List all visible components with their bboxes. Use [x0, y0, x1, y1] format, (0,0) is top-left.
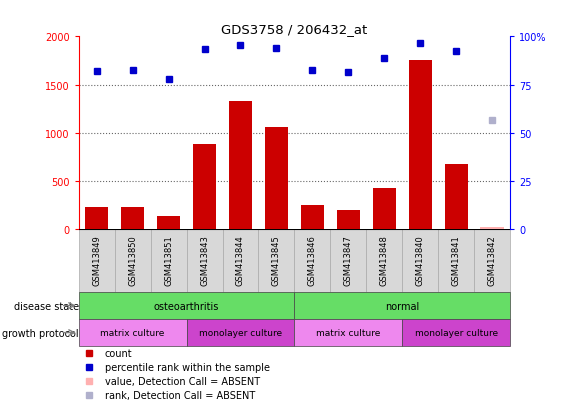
Text: normal: normal — [385, 301, 419, 311]
Bar — [187, 230, 223, 292]
Text: percentile rank within the sample: percentile rank within the sample — [104, 362, 269, 372]
Bar — [409, 61, 432, 230]
Bar — [474, 230, 510, 292]
Bar — [121, 207, 145, 230]
Text: growth protocol: growth protocol — [2, 328, 79, 338]
Text: GSM413849: GSM413849 — [92, 235, 101, 285]
Text: GSM413850: GSM413850 — [128, 235, 137, 285]
Bar — [79, 230, 115, 292]
Bar — [402, 319, 510, 346]
Bar — [373, 188, 396, 230]
Bar — [187, 319, 294, 346]
Text: GSM413842: GSM413842 — [487, 235, 497, 285]
Bar — [229, 102, 252, 230]
Text: count: count — [104, 348, 132, 358]
Bar — [294, 230, 331, 292]
Bar — [150, 230, 187, 292]
Bar — [157, 216, 180, 230]
Bar — [331, 230, 366, 292]
Text: GSM413841: GSM413841 — [452, 235, 461, 285]
Bar — [265, 128, 288, 230]
Bar — [301, 206, 324, 230]
Bar — [480, 228, 504, 230]
Text: GSM413847: GSM413847 — [344, 235, 353, 285]
Bar — [223, 230, 258, 292]
Text: GSM413844: GSM413844 — [236, 235, 245, 285]
Bar — [258, 230, 294, 292]
Bar — [336, 210, 360, 230]
Bar — [294, 319, 402, 346]
Text: GSM413846: GSM413846 — [308, 235, 317, 285]
Text: matrix culture: matrix culture — [316, 328, 381, 337]
Bar — [85, 208, 108, 230]
Text: GSM413848: GSM413848 — [380, 235, 389, 285]
Bar — [438, 230, 474, 292]
Text: monolayer culture: monolayer culture — [199, 328, 282, 337]
Text: monolayer culture: monolayer culture — [415, 328, 498, 337]
Bar — [79, 292, 294, 319]
Bar — [79, 319, 187, 346]
Text: GSM413845: GSM413845 — [272, 235, 281, 285]
Text: GSM413843: GSM413843 — [200, 235, 209, 285]
Bar — [294, 292, 510, 319]
Bar — [193, 145, 216, 230]
Bar — [115, 230, 150, 292]
Text: GSM413851: GSM413851 — [164, 235, 173, 285]
Text: osteoarthritis: osteoarthritis — [154, 301, 219, 311]
Text: value, Detection Call = ABSENT: value, Detection Call = ABSENT — [104, 376, 259, 386]
Text: disease state: disease state — [13, 301, 79, 311]
Title: GDS3758 / 206432_at: GDS3758 / 206432_at — [222, 23, 367, 36]
Bar — [402, 230, 438, 292]
Text: rank, Detection Call = ABSENT: rank, Detection Call = ABSENT — [104, 390, 255, 400]
Text: GSM413840: GSM413840 — [416, 235, 425, 285]
Text: matrix culture: matrix culture — [100, 328, 165, 337]
Bar — [366, 230, 402, 292]
Bar — [444, 164, 468, 230]
